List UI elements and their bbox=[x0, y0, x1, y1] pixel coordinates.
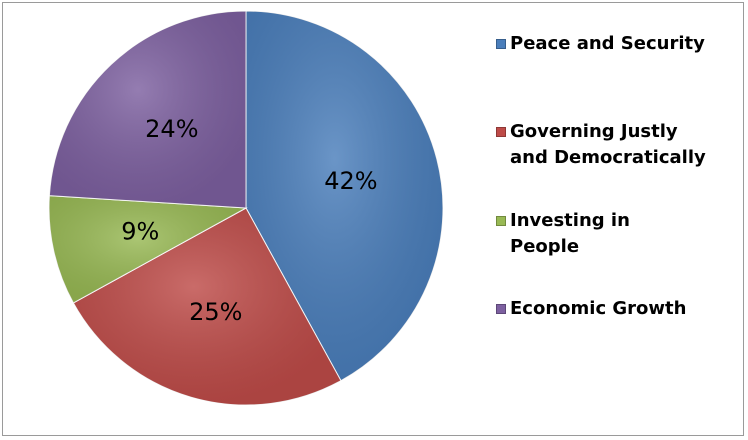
legend-swatch bbox=[496, 39, 506, 49]
legend-label: Investing in People bbox=[510, 210, 630, 257]
pie-slice-shading bbox=[73, 208, 341, 406]
legend-label: Peace and Security bbox=[510, 33, 705, 54]
legend-swatch bbox=[496, 304, 506, 314]
legend-label: Governing Justly and Democratically bbox=[510, 121, 706, 168]
chart-legend: Peace and Security Governing Justly and … bbox=[496, 31, 742, 322]
legend-item-economic-growth: Economic Growth bbox=[496, 296, 742, 322]
slice-value-label: 24% bbox=[145, 115, 198, 143]
legend-item-peace-and-security: Peace and Security bbox=[496, 31, 742, 83]
legend-item-investing-in-people: Investing in People bbox=[496, 208, 660, 260]
pie-slice-shading bbox=[49, 11, 246, 208]
legend-swatch bbox=[496, 216, 506, 226]
pie-slice-shading bbox=[48, 195, 246, 303]
slice-value-label: 25% bbox=[189, 298, 242, 326]
pie-slice-shading bbox=[246, 11, 444, 381]
legend-swatch bbox=[496, 127, 506, 137]
legend-label: Economic Growth bbox=[510, 298, 687, 319]
legend-item-governing-justly: Governing Justly and Democratically bbox=[496, 119, 710, 197]
slice-value-label: 9% bbox=[121, 218, 159, 246]
slice-value-label: 42% bbox=[324, 167, 377, 195]
